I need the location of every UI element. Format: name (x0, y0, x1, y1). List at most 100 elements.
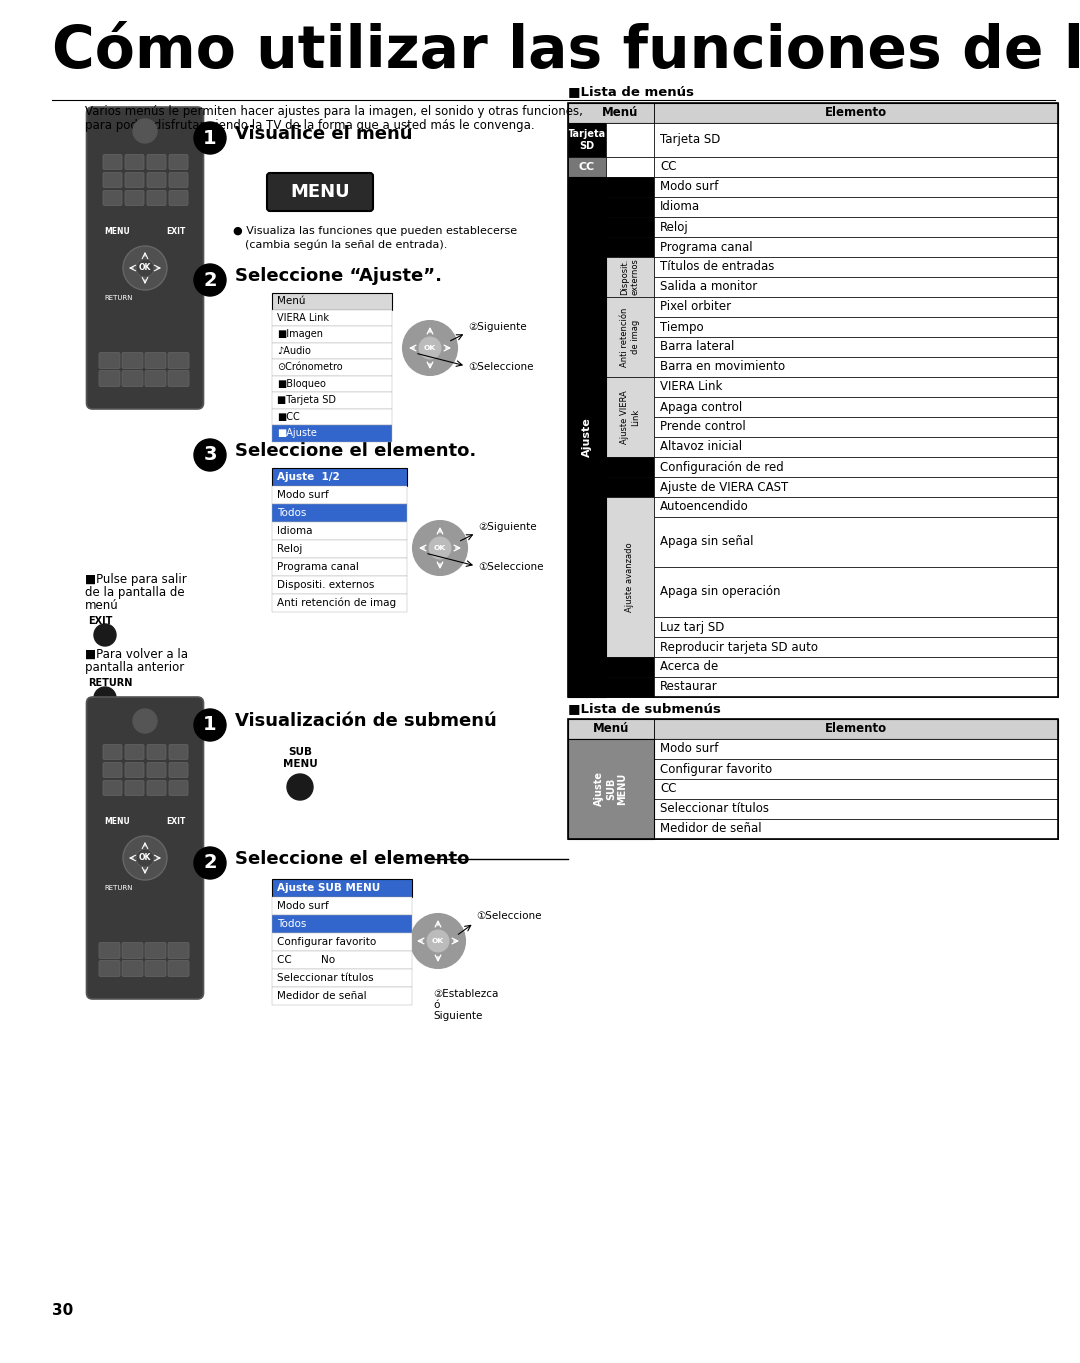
Circle shape (287, 774, 313, 800)
Bar (654, 258, 1058, 277)
Text: ■Ajuste: ■Ajuste (276, 428, 316, 439)
Bar (606, 457, 654, 477)
Text: Restaurar: Restaurar (660, 680, 718, 694)
Bar (654, 780, 1058, 799)
Text: 1: 1 (203, 128, 217, 147)
Bar (606, 157, 654, 177)
Bar (272, 293, 392, 309)
Text: ①Seleccione: ①Seleccione (478, 562, 543, 572)
Circle shape (419, 337, 441, 358)
Text: ②Establezca
ó
Siguiente: ②Establezca ó Siguiente (433, 990, 498, 1021)
Text: Apaga control: Apaga control (660, 401, 742, 413)
Text: Reloj: Reloj (660, 221, 689, 233)
Text: ♪Audio: ♪Audio (276, 346, 311, 356)
Text: CC: CC (660, 782, 676, 796)
Text: ■Lista de submenús: ■Lista de submenús (568, 702, 720, 716)
Text: RETURN: RETURN (105, 885, 133, 891)
Bar (272, 393, 392, 409)
Bar (272, 540, 407, 557)
Text: OK: OK (139, 853, 151, 863)
Text: Elemento: Elemento (825, 106, 887, 120)
Bar (568, 217, 654, 237)
Circle shape (194, 439, 226, 472)
Text: de la pantalla de: de la pantalla de (85, 586, 185, 598)
Text: Acerca de: Acerca de (660, 661, 718, 673)
Bar (272, 504, 407, 522)
Text: Ajuste de VIERA CAST: Ajuste de VIERA CAST (660, 481, 788, 493)
FancyBboxPatch shape (125, 154, 144, 169)
Bar (654, 277, 1058, 297)
Bar (272, 425, 392, 442)
Bar (654, 337, 1058, 357)
FancyBboxPatch shape (103, 744, 122, 759)
Text: Configurar favorito: Configurar favorito (660, 762, 772, 776)
Text: Visualice el menú: Visualice el menú (235, 125, 413, 143)
FancyBboxPatch shape (168, 191, 188, 206)
Text: OK: OK (434, 545, 446, 551)
Bar (272, 522, 407, 540)
Text: 3: 3 (203, 446, 217, 465)
Bar (272, 468, 407, 487)
FancyBboxPatch shape (168, 961, 189, 976)
Bar (606, 477, 654, 497)
Text: Tarjeta SD: Tarjeta SD (660, 134, 720, 146)
Bar (272, 594, 407, 612)
Text: Modo surf: Modo surf (276, 491, 328, 500)
Bar (272, 375, 392, 393)
Bar (272, 897, 411, 915)
Bar (654, 198, 1058, 217)
FancyBboxPatch shape (145, 353, 166, 368)
Bar (272, 934, 411, 951)
Text: Salida a monitor: Salida a monitor (660, 281, 757, 293)
Circle shape (403, 322, 457, 375)
Text: Todos: Todos (276, 508, 307, 518)
Text: Idioma: Idioma (276, 526, 312, 536)
Text: Reloj: Reloj (276, 544, 302, 553)
Text: Dispositi. externos: Dispositi. externos (276, 581, 375, 590)
Bar (272, 487, 407, 504)
Text: Autoencendido: Autoencendido (660, 500, 748, 514)
FancyBboxPatch shape (103, 191, 122, 206)
Text: ■Tarjeta SD: ■Tarjeta SD (276, 395, 336, 405)
Text: pantalla anterior: pantalla anterior (85, 661, 185, 673)
Bar (568, 177, 654, 198)
Text: Seleccione el elemento.: Seleccione el elemento. (235, 442, 476, 459)
Circle shape (428, 930, 449, 951)
Bar (568, 157, 606, 177)
Text: MENU: MENU (105, 816, 131, 826)
Text: Apaga sin señal: Apaga sin señal (660, 536, 754, 548)
Bar (272, 358, 392, 375)
FancyBboxPatch shape (147, 781, 166, 796)
FancyBboxPatch shape (125, 191, 144, 206)
FancyBboxPatch shape (147, 762, 166, 777)
Text: VIERA Link: VIERA Link (276, 312, 329, 323)
Bar (272, 557, 407, 577)
FancyBboxPatch shape (125, 762, 144, 777)
Text: Ajuste
SUB
MENU: Ajuste SUB MENU (594, 771, 627, 807)
FancyBboxPatch shape (168, 942, 189, 958)
FancyBboxPatch shape (267, 173, 373, 211)
FancyBboxPatch shape (99, 961, 120, 976)
Text: EXIT: EXIT (166, 816, 186, 826)
Text: ①Seleccione: ①Seleccione (468, 363, 534, 372)
Text: Pixel orbiter: Pixel orbiter (660, 300, 731, 313)
Text: 30: 30 (52, 1303, 73, 1318)
Text: 2: 2 (203, 270, 217, 289)
Text: Ajuste avanzado: Ajuste avanzado (625, 542, 635, 612)
FancyBboxPatch shape (168, 762, 188, 777)
Text: ■Imagen: ■Imagen (276, 330, 323, 339)
Text: Barra lateral: Barra lateral (660, 341, 734, 353)
Bar (654, 819, 1058, 840)
Text: Menú: Menú (603, 106, 638, 120)
Bar (272, 915, 411, 934)
Text: ● Visualiza las funciones que pueden establecerse: ● Visualiza las funciones que pueden est… (233, 226, 517, 236)
FancyBboxPatch shape (122, 371, 143, 387)
Text: SUB
MENU: SUB MENU (283, 747, 318, 769)
Text: Cómo utilizar las funciones de los menús: Cómo utilizar las funciones de los menús (52, 23, 1080, 80)
Circle shape (133, 709, 157, 733)
Bar (606, 378, 654, 457)
Bar (654, 438, 1058, 457)
Text: Seleccionar títulos: Seleccionar títulos (660, 803, 769, 815)
Text: Programa canal: Programa canal (276, 562, 359, 572)
FancyBboxPatch shape (122, 961, 143, 976)
